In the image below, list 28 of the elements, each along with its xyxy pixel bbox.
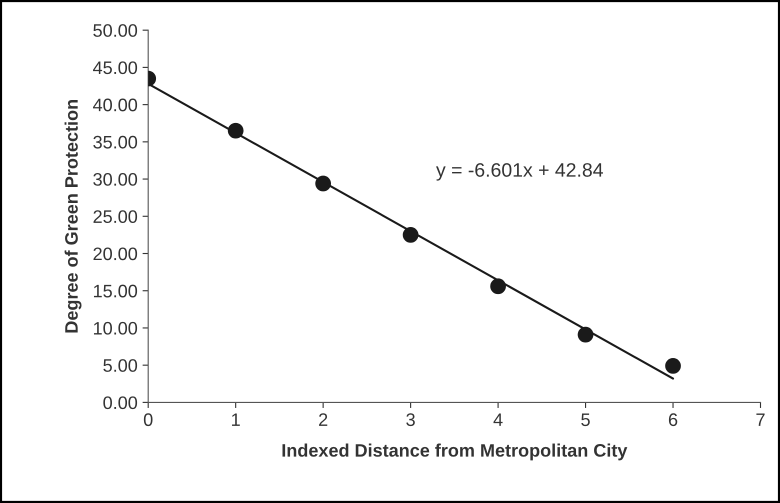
point [490, 278, 506, 294]
y-tick-label: 20.00 [94, 247, 138, 260]
y-tick-label: 0.00 [103, 396, 138, 410]
y-tick-label: 40.00 [93, 98, 138, 112]
y-tick-label: 45.00 [93, 61, 138, 74]
y-tick-label: 10.00 [94, 322, 138, 335]
x-tick-label: 5 [581, 413, 590, 426]
point [402, 227, 418, 243]
x-axis-title: Indexed Distance from Metropolitan City [282, 444, 628, 460]
point [228, 122, 244, 139]
point [578, 326, 594, 343]
y-axis-title: Degree of Green Protection [64, 100, 82, 332]
point [315, 176, 332, 192]
x-tick-label: 6 [668, 413, 678, 426]
y-tick-label: 15.00 [94, 284, 138, 298]
x-tick-label: 0 [144, 413, 153, 426]
y-tick-label: 35.00 [93, 136, 138, 149]
x-tick-label: 4 [493, 413, 503, 426]
y-tick-label: 25.00 [94, 210, 138, 224]
x-tick-label: 3 [406, 413, 415, 426]
y-tick-label: 5.00 [103, 359, 138, 372]
x-tick-label: 1 [232, 413, 240, 426]
y-tick-label: 50.00 [93, 24, 138, 37]
point [665, 358, 681, 374]
x-tick-label: 2 [319, 413, 328, 426]
x-tick-label: 7 [756, 413, 765, 426]
annotation: y = -6.601x + 42.84 [436, 163, 603, 181]
y-tick-label: 30.00 [93, 173, 138, 186]
